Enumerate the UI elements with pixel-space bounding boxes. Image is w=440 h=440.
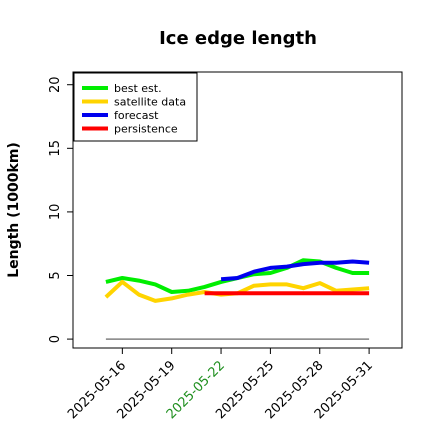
chart-legend: best est.satellite dataforecastpersisten… — [73, 72, 198, 142]
legend-label: forecast — [114, 109, 159, 122]
y-axis-label: Length (1000km) — [6, 142, 22, 278]
chart-title: Ice edge length — [159, 28, 317, 49]
y-tick-label: 10 — [48, 204, 63, 221]
y-tick-label: 0 — [48, 335, 63, 343]
legend-label: best est. — [114, 82, 162, 95]
plot-frame — [72, 71, 403, 349]
y-tick-label: 15 — [48, 140, 63, 157]
y-tick-label: 5 — [48, 271, 63, 279]
y-tick-label: 20 — [48, 76, 63, 93]
legend-label: satellite data — [114, 96, 186, 109]
series-layer — [104, 258, 370, 303]
legend-label: persistence — [114, 123, 178, 136]
series-line-forecast — [220, 259, 370, 282]
